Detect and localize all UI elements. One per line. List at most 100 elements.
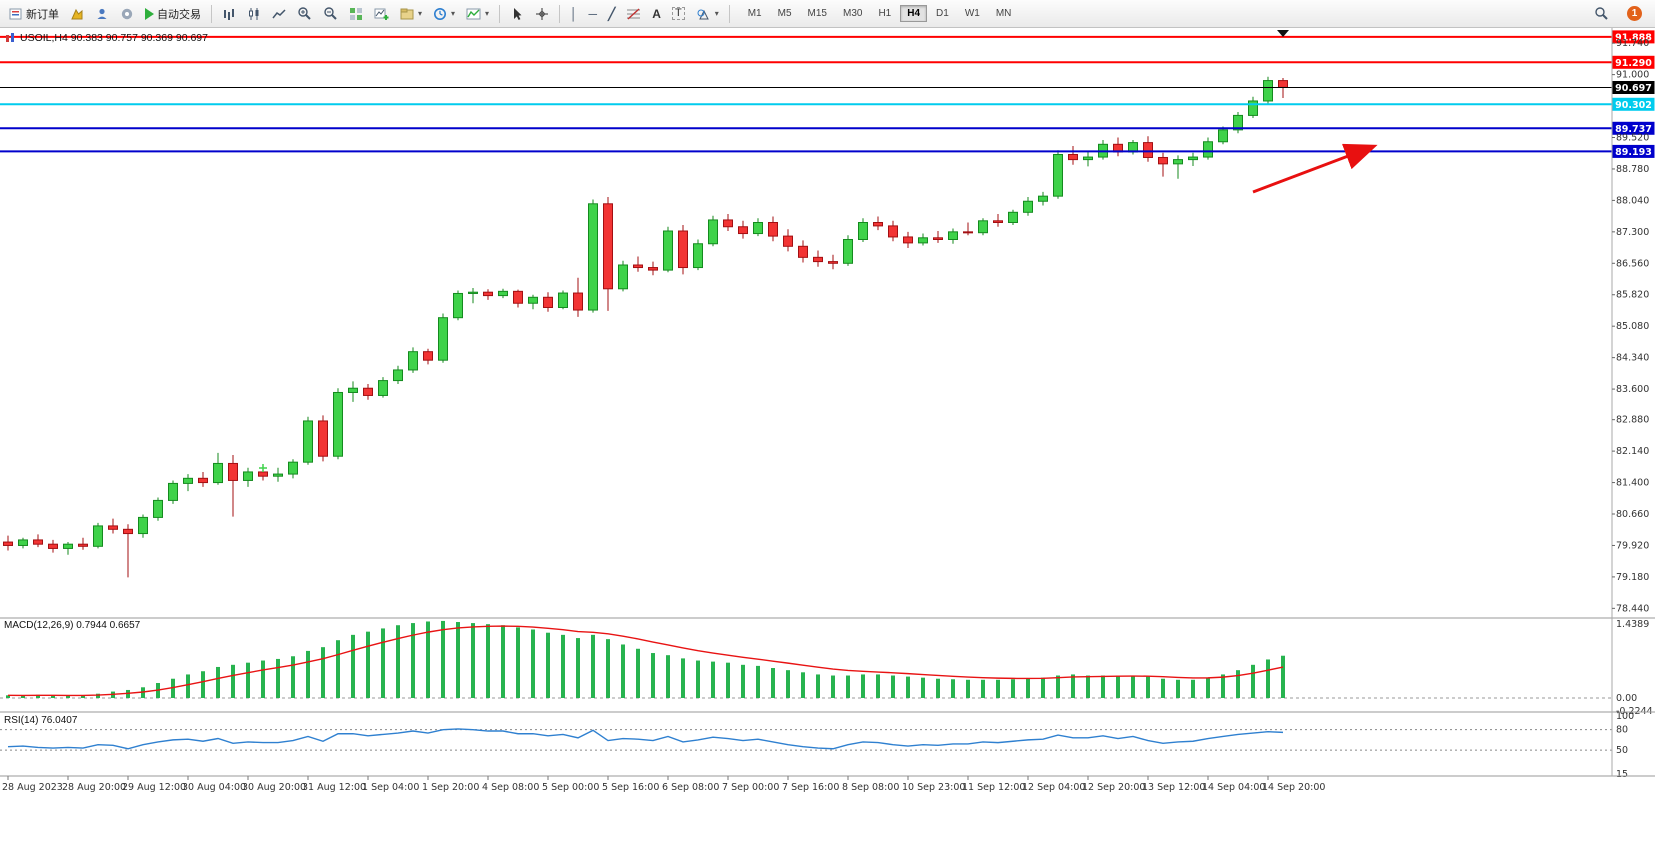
timeframe-h1[interactable]: H1 (871, 5, 898, 22)
macd-bar (351, 634, 355, 698)
macd-bar (771, 668, 775, 698)
svg-text:80: 80 (1616, 725, 1628, 736)
candle-body (1158, 156, 1168, 165)
timeframe-h4[interactable]: H4 (900, 5, 928, 22)
macd-bar (51, 695, 55, 698)
fibonacci-icon (627, 7, 641, 20)
svg-text:88.040: 88.040 (1616, 195, 1649, 206)
tile-windows-button[interactable] (344, 3, 368, 25)
indicators-button[interactable]: ▾ (461, 3, 494, 25)
candle-body (438, 317, 448, 361)
new-order-button[interactable]: 新订单 (4, 3, 64, 25)
candle-body (603, 203, 613, 290)
macd-bar (576, 638, 580, 698)
indicators-icon (466, 8, 481, 19)
macd-bar (231, 664, 235, 698)
trendline-button[interactable]: ╱ (603, 3, 620, 25)
candles-layer (3, 76, 1288, 578)
zoom-out-button[interactable] (318, 3, 343, 25)
play-icon (145, 7, 154, 20)
candle-body (708, 219, 718, 245)
timeframe-m15[interactable]: M15 (801, 5, 834, 22)
rsi-indicator-label: RSI(14) 76.0407 (4, 715, 77, 726)
macd-bar (36, 694, 40, 698)
timeframe-m30[interactable]: M30 (836, 5, 869, 22)
caret-down-icon: ▾ (451, 9, 456, 18)
svg-text:91.000: 91.000 (1616, 70, 1649, 81)
candle-body (228, 462, 238, 481)
macd-bar (306, 650, 310, 698)
chart-shift-marker[interactable] (1277, 30, 1289, 37)
period-button[interactable]: ▾ (428, 3, 460, 25)
macd-bar (756, 665, 760, 698)
macd-bar (66, 695, 70, 698)
macd-bar (1146, 676, 1150, 698)
horizontal-lines-layer[interactable]: 91.888 91.290 90.697 90.302 89.737 89.193 (0, 30, 1655, 158)
timeframe-m5[interactable]: M5 (771, 5, 799, 22)
candle-body (1188, 156, 1198, 161)
new-chart-button[interactable] (369, 3, 394, 25)
zoom-in-button[interactable] (292, 3, 317, 25)
macd-bar (651, 653, 655, 698)
candle-body (1278, 80, 1288, 88)
navigator-icon (121, 8, 133, 19)
shapes-button[interactable]: ▾ (691, 3, 724, 25)
candle-body (123, 528, 133, 535)
candle-chart-button[interactable] (242, 3, 266, 25)
fibonacci-button[interactable] (621, 3, 646, 25)
candle-body (903, 236, 913, 244)
macd-bar (951, 679, 955, 698)
candle-body (1008, 211, 1018, 224)
macd-bar (876, 674, 880, 698)
auto-trading-button[interactable]: 自动交易 (140, 3, 206, 25)
crosshair-button[interactable] (530, 3, 554, 25)
market-watch-button[interactable] (90, 3, 114, 25)
timeframe-d1[interactable]: D1 (929, 5, 956, 22)
macd-bar (426, 621, 430, 698)
tile-windows-icon (350, 7, 362, 20)
charts-button[interactable] (65, 3, 89, 25)
vertical-line-button[interactable]: │ (565, 3, 583, 25)
horizontal-line-button[interactable]: ─ (584, 3, 603, 25)
macd-bar (801, 672, 805, 698)
timeframe-w1[interactable]: W1 (958, 5, 987, 22)
macd-bar (1206, 677, 1210, 698)
candle-body (933, 237, 943, 240)
navigator-button[interactable] (115, 3, 139, 25)
profiles-button[interactable]: ▾ (395, 3, 427, 25)
candle-body (633, 264, 643, 269)
macd-indicator-label: MACD(12,26,9) 0.7944 0.6657 (4, 620, 140, 631)
macd-bar (6, 695, 10, 698)
notifications-button[interactable]: 1 (1622, 3, 1647, 25)
candle-body (783, 235, 793, 247)
timeframe-mn[interactable]: MN (989, 5, 1019, 22)
macd-bar (936, 678, 940, 698)
text-button[interactable]: A (647, 3, 666, 25)
label-button[interactable]: T (667, 3, 690, 25)
candle-body (873, 222, 883, 227)
time-label: 7 Sep 16:00 (782, 782, 839, 793)
notification-badge: 1 (1627, 6, 1642, 21)
search-button[interactable] (1589, 3, 1614, 25)
candle-body (918, 237, 928, 244)
trend-arrow[interactable] (1252, 143, 1378, 194)
timeframe-m1[interactable]: M1 (741, 5, 769, 22)
candle-body (258, 471, 268, 477)
cursor-button[interactable] (505, 3, 529, 25)
macd-bar (1161, 678, 1165, 698)
candle-body (1218, 129, 1228, 143)
svg-text:1.4389: 1.4389 (1616, 619, 1649, 630)
caret-down-icon: ▾ (485, 9, 490, 18)
macd-bar (996, 679, 1000, 698)
time-label: 29 Aug 12:00 (122, 782, 186, 793)
macd-bar (441, 620, 445, 698)
line-chart-button[interactable] (267, 3, 291, 25)
macd-signal-line (7, 625, 1284, 697)
charts-icon (71, 8, 83, 19)
candle-body (498, 290, 508, 297)
macd-bar (201, 671, 205, 698)
bar-chart-button[interactable] (217, 3, 241, 25)
candle-body (168, 482, 178, 501)
arrow-annotation-layer[interactable] (1252, 143, 1378, 194)
